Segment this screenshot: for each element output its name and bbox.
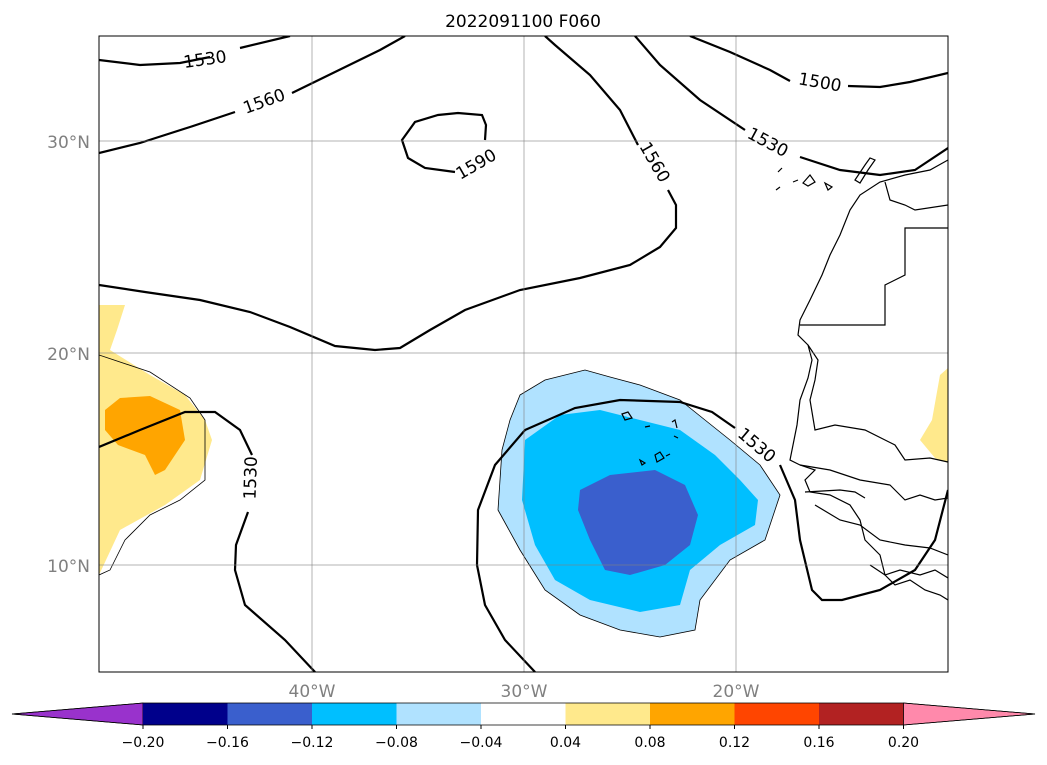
contour-1500 [689,36,948,89]
contour-label: 1530 [240,456,261,500]
contour-1590-high [400,111,488,174]
colorbar-tick-label: −0.20 [122,735,165,751]
colorbar-segment [565,703,651,725]
positive-anomaly-west-edge [99,354,206,576]
lon-label-20w: 20°W [713,682,760,702]
contour-1530-trough [99,410,316,672]
border-morocco [884,181,948,211]
map-plot-area: 1530 1560 1590 1560 1500 1530 1530 1530 [98,35,949,673]
contour-1530-northeast [634,36,948,177]
border-w-sahara [800,227,948,326]
colorbar-segment [819,703,904,725]
lat-label-10n: 10°N [47,557,90,577]
graticule [99,36,948,672]
contour-1530-north [99,36,291,67]
border-sierra-leone [869,564,948,579]
map-title: 2022091100 F060 [445,12,601,32]
latitude-labels: 30°N 20°N 10°N [47,133,90,577]
colorbar-segment [312,703,397,725]
colorbar-segment [143,703,228,725]
coastlines [621,157,948,601]
colorbar-tick-label: −0.16 [206,735,249,751]
colorbar-extend-low [11,702,144,726]
border-mauritania [807,344,948,463]
colorbar-tick-label: 0.04 [550,735,581,751]
colorbar-tick-label: 0.12 [719,735,750,751]
positive-anomaly-west-strong [105,396,185,475]
colorbar-segment [227,703,313,725]
contour-1560-ridge [99,36,678,352]
colorbar-tick-label: 0.16 [803,735,834,751]
colorbar-tick-label: 0.20 [888,735,919,751]
longitude-labels: 40°W 30°W 20°W [289,682,760,702]
colorbar-segment [650,703,735,725]
canary-islands [775,157,876,191]
border-guinea [814,504,948,556]
colorbar-tick-label: −0.12 [291,735,334,751]
cape-verde-islands [621,411,679,466]
lon-label-30w: 30°W [501,682,548,702]
colorbar-extend-high [903,702,1036,726]
africa-coastline [789,159,948,601]
positive-anomaly-east [920,368,948,463]
negative-anomaly-strong [578,470,698,575]
lat-label-30n: 30°N [47,133,90,153]
colorbar-tick-label: 0.08 [634,735,665,751]
lat-label-20n: 20°N [47,345,90,365]
colorbar-tick-label: −0.08 [375,735,418,751]
colorbar-segment [734,703,820,725]
map-frame [98,35,949,673]
colorbar-tick-label: −0.04 [460,735,503,751]
height-contours [99,36,948,672]
lon-label-40w: 40°W [289,682,336,702]
colorbar-segment [396,703,482,725]
contour-1530-loop [475,398,948,672]
contour-1560-north [99,36,406,155]
colorbar: −0.20 −0.16 −0.12 −0.08 −0.04 0.04 0.08 0.12 0.1… [11,702,1036,751]
colorbar-segment [481,703,566,725]
border-gambia [804,489,866,499]
border-senegal [799,464,948,501]
